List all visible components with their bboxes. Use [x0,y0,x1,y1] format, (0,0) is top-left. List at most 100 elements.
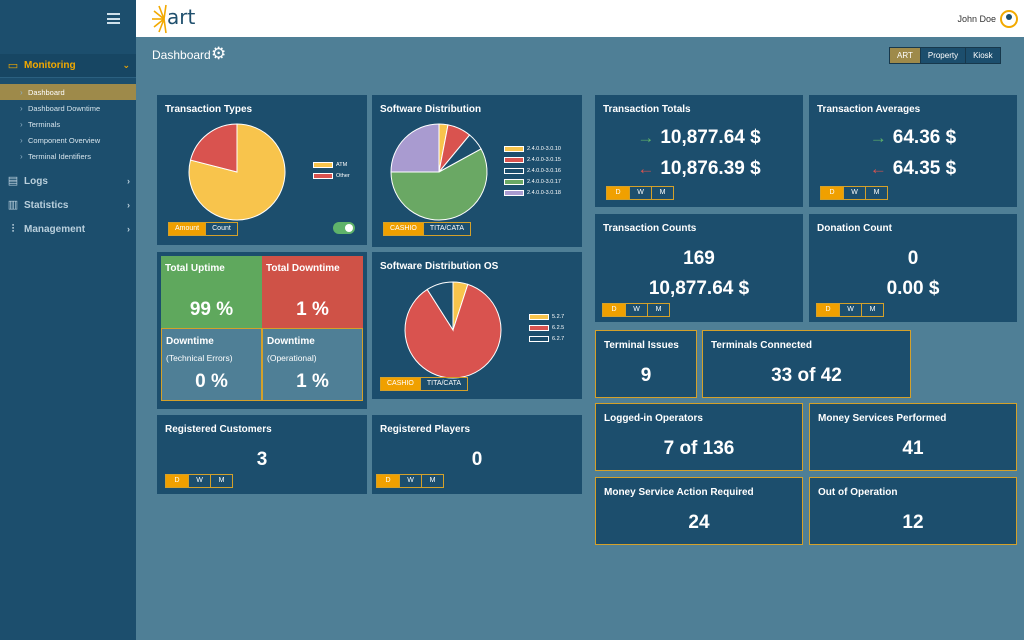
terminal-issues-card[interactable]: Terminal Issues 9 [595,330,697,398]
sidebar-section-monitoring[interactable]: ▭ Monitoring ⌄ [0,54,136,78]
tita-cata-tab[interactable]: TITA/CATA [419,378,467,390]
card-title: Registered Customers [165,424,272,435]
period-day-tab[interactable]: D [166,475,188,487]
transaction-types-legend: ATM Other [313,159,350,181]
period-week-tab[interactable]: W [843,187,865,199]
tita-cata-tab[interactable]: TITA/CATA [422,223,470,235]
period-day-tab[interactable]: D [817,304,839,316]
legend-item: 5.2.7 [529,311,564,322]
money-service-action-required-card[interactable]: Money Service Action Required 24 [595,477,803,545]
legend-label: Other [336,172,350,179]
sidebar-item-dashboard[interactable]: Dashboard [0,84,136,100]
cashio-tab[interactable]: CASHIO [381,378,420,390]
logged-in-operators-card[interactable]: Logged-in Operators 7 of 136 [595,403,803,471]
cell-subtitle: (Technical Errors) [166,353,233,363]
downtime-technical-cell: Downtime (Technical Errors) 0 % [161,328,262,401]
period-day-tab[interactable]: D [821,187,843,199]
period-day-tab[interactable]: D [603,304,625,316]
mode-property-button[interactable]: Property [919,48,966,63]
period-day-tab[interactable]: D [377,475,399,487]
hamburger-menu-icon[interactable] [107,13,120,24]
cell-title: Total Downtime [266,263,340,274]
amount-tab[interactable]: Amount [169,223,206,235]
pie-slice-atm[interactable] [188,123,286,221]
mode-kiosk-button[interactable]: Kiosk [965,48,1000,63]
period-month-tab[interactable]: M [210,475,232,487]
money-services-performed-value: 41 [902,438,924,459]
transaction-totals-in-value: 10,877.64 $ [660,127,761,148]
total-downtime-value: 1 % [296,299,329,320]
chart-toggle-switch[interactable] [333,222,355,234]
period-month-tab[interactable]: M [647,304,669,316]
sidebar-item-component-overview[interactable]: Component Overview [0,132,136,148]
period-week-tab[interactable]: W [629,187,651,199]
transaction-totals-in-row: → 10,877.64 $ [595,127,803,149]
pie-slice-other[interactable] [189,123,238,173]
software-distribution-card: Software Distribution 2.4.0.0-3.0.10 2.4… [372,95,582,247]
period-week-tab[interactable]: W [625,304,647,316]
legend-label: 2.4.0.0-3.0.18 [527,189,561,196]
sidebar-section-logs[interactable]: ▤ Logs › [0,169,136,193]
card-title: Transaction Averages [817,104,921,115]
total-uptime-value: 99 % [189,299,234,320]
period-toggle: D W M [606,186,674,200]
period-month-tab[interactable]: M [651,187,673,199]
pie-slice-6-2-7[interactable] [426,281,454,332]
sidebar-section-statistics[interactable]: ▥ Statistics › [0,193,136,217]
out-of-operation-card[interactable]: Out of Operation 12 [809,477,1017,545]
legend-item: ATM [313,159,350,170]
out-of-operation-value: 12 [902,512,924,533]
sidebar-section-management[interactable]: ⫶ Management › [0,217,136,241]
sidebar-item-dashboard-downtime[interactable]: Dashboard Downtime [0,100,136,116]
period-month-tab[interactable]: M [421,475,443,487]
period-week-tab[interactable]: W [188,475,210,487]
money-services-performed-card[interactable]: Money Services Performed 41 [809,403,1017,471]
transaction-totals-card: Transaction Totals → 10,877.64 $ ← 10,87… [595,95,803,207]
cashio-tab[interactable]: CASHIO [384,223,423,235]
document-icon: ▤ [7,175,19,187]
legend-swatch [504,156,524,163]
total-downtime-cell: Total Downtime 1 % [262,256,363,328]
sidebar-item-terminal-identifiers[interactable]: Terminal Identifiers [0,148,136,164]
registered-customers-card: Registered Customers 3 D W M [157,415,367,494]
legend-swatch [313,161,333,168]
downtime-operational-value: 1 % [296,371,329,392]
pie-slice-2-4-0-0-3-0-17[interactable] [390,148,488,221]
money-service-action-required-value: 24 [688,512,710,533]
legend-label: 2.4.0.0-3.0.17 [527,178,561,185]
period-week-tab[interactable]: W [839,304,861,316]
user-avatar-icon[interactable] [1000,10,1018,28]
period-week-tab[interactable]: W [399,475,421,487]
terminals-connected-value: 33 of 42 [771,365,842,386]
period-month-tab[interactable]: M [865,187,887,199]
sidebar-section-label: Management [24,223,86,235]
transaction-counts-amount: 10,877.64 $ [648,278,750,299]
chevron-right-icon: › [127,176,130,186]
sidebar-item-terminals[interactable]: Terminals [0,116,136,132]
user-name[interactable]: John Doe [957,14,996,24]
terminals-connected-card[interactable]: Terminals Connected 33 of 42 [702,330,911,398]
period-toggle: D W M [820,186,888,200]
period-toggle: D W M [165,474,233,488]
mode-art-button[interactable]: ART [890,48,920,63]
card-title: Transaction Types [165,104,253,115]
legend-swatch [529,313,549,320]
pie-slice-2-4-0-0-3-0-18[interactable] [390,123,440,173]
legend-swatch [504,167,524,174]
cell-title: Total Uptime [165,263,225,274]
logo-sun-icon [152,4,167,34]
arrow-right-in-icon: → [637,128,655,147]
legend-label: 6.2.7 [552,335,565,342]
legend-item: 2.4.0.0-3.0.18 [504,187,561,198]
top-bar [136,0,1024,37]
cell-title: Downtime [166,336,214,347]
logo-text[interactable]: art [167,5,196,29]
legend-swatch [504,178,524,185]
card-title: Terminal Issues [604,340,679,351]
period-day-tab[interactable]: D [607,187,629,199]
count-tab[interactable]: Count [205,223,237,235]
sidebar-section-label: Statistics [24,199,69,211]
period-month-tab[interactable]: M [861,304,883,316]
gear-icon[interactable]: ⚙ [211,44,227,63]
card-title: Out of Operation [818,487,898,498]
